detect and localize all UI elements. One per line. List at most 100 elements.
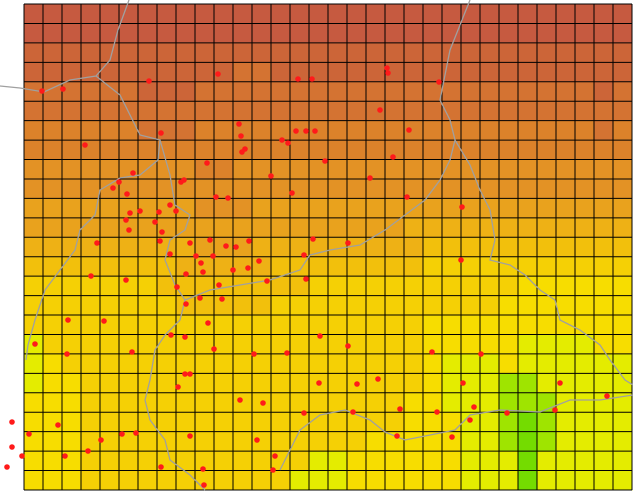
cell: [252, 334, 272, 355]
cell: [252, 470, 272, 491]
cell: [385, 353, 405, 374]
cell: [100, 4, 120, 24]
cell: [575, 392, 595, 413]
cell: [328, 431, 348, 452]
cell: [518, 295, 538, 316]
cell: [290, 217, 310, 238]
cell: [290, 120, 310, 141]
cell: [100, 42, 120, 63]
station-point: [293, 128, 299, 134]
cell: [233, 470, 253, 491]
station-point: [375, 376, 381, 382]
station-point: [211, 346, 217, 352]
cell: [81, 178, 101, 199]
cell: [233, 451, 253, 472]
cell: [195, 140, 215, 161]
cell: [594, 62, 614, 83]
cell: [119, 120, 139, 141]
cell: [252, 451, 272, 472]
cell: [442, 373, 462, 394]
cell: [594, 140, 614, 161]
cell: [423, 256, 443, 277]
cell: [347, 470, 367, 491]
cell: [290, 392, 310, 413]
cell: [214, 81, 234, 102]
cell: [100, 334, 120, 355]
cell: [43, 353, 63, 374]
cell: [271, 178, 291, 199]
station-point: [350, 409, 356, 415]
station-point: [345, 343, 351, 349]
station-point: [384, 65, 390, 71]
cell: [556, 120, 576, 141]
cell: [404, 42, 424, 63]
cell: [556, 334, 576, 355]
boundary: [0, 0, 130, 93]
cell: [518, 140, 538, 161]
cell: [100, 373, 120, 394]
cell: [556, 217, 576, 238]
cell: [613, 62, 633, 83]
cell: [43, 276, 63, 297]
cell: [290, 295, 310, 316]
cell: [442, 178, 462, 199]
station-point: [270, 467, 276, 473]
cell: [423, 334, 443, 355]
cell: [271, 120, 291, 141]
cell: [499, 431, 519, 452]
cell: [556, 237, 576, 258]
cell: [100, 451, 120, 472]
cell: [62, 42, 82, 63]
cell: [537, 276, 557, 297]
cell: [119, 373, 139, 394]
cell: [613, 23, 633, 44]
station-point: [406, 127, 412, 133]
cell: [100, 159, 120, 180]
cell: [366, 315, 386, 335]
cell: [594, 42, 614, 63]
cell: [404, 315, 424, 335]
cell: [328, 217, 348, 238]
cell: [366, 81, 386, 102]
station-point: [64, 351, 70, 357]
cell: [214, 62, 234, 83]
station-point: [390, 154, 396, 160]
cell: [252, 178, 272, 199]
station-point: [317, 333, 323, 339]
cell: [81, 101, 101, 122]
station-point: [322, 158, 328, 164]
cell: [119, 315, 139, 335]
cell: [252, 81, 272, 102]
station-point: [187, 240, 193, 246]
station-point: [385, 70, 391, 76]
cell: [81, 431, 101, 452]
station-point: [397, 406, 403, 412]
cell: [442, 159, 462, 180]
station-point: [156, 209, 162, 215]
cell: [499, 276, 519, 297]
cell: [518, 451, 538, 472]
cell: [385, 295, 405, 316]
cell: [24, 140, 44, 161]
cell: [480, 315, 500, 335]
stations: [4, 65, 610, 488]
cell: [366, 276, 386, 297]
cell: [62, 334, 82, 355]
station-point: [213, 194, 219, 200]
station-point: [200, 269, 206, 275]
cell: [537, 373, 557, 394]
cell: [119, 470, 139, 491]
cell: [100, 140, 120, 161]
cell: [24, 101, 44, 122]
cell: [100, 198, 120, 219]
cell: [480, 431, 500, 452]
cell: [556, 256, 576, 277]
cell: [575, 353, 595, 374]
cell: [100, 178, 120, 199]
cell: [404, 178, 424, 199]
cell: [233, 256, 253, 277]
cell: [138, 81, 158, 102]
cell: [518, 159, 538, 180]
cell: [575, 315, 595, 335]
cell: [328, 295, 348, 316]
